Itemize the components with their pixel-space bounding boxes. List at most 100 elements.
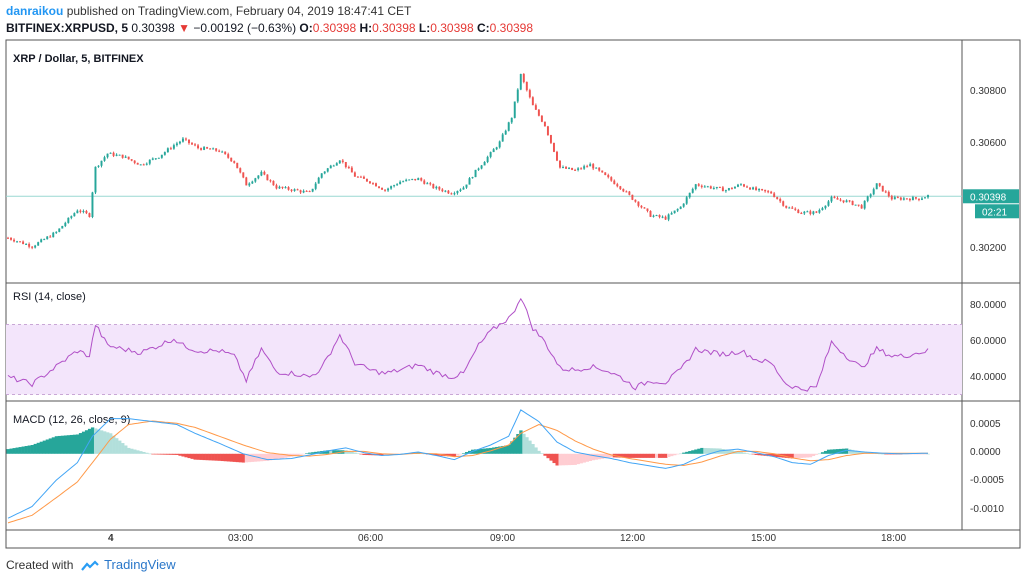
candle-body [37, 242, 40, 246]
rsi-tick-1: 80.0000 [970, 300, 1007, 311]
candle-body [507, 122, 510, 131]
macd-histogram-bar [12, 448, 16, 454]
candle-body [504, 130, 507, 135]
macd-histogram-bar [181, 453, 185, 457]
macd-histogram-bar [33, 443, 37, 454]
candle-body [492, 149, 495, 153]
author-name[interactable]: danraikou [6, 4, 64, 18]
macd-histogram-bar [326, 450, 330, 454]
macd-histogram-bar [537, 450, 541, 454]
macd-histogram-bar [507, 445, 511, 454]
candle-body [88, 213, 91, 217]
macd-histogram-bar [528, 440, 532, 454]
macd-histogram-bar [826, 449, 831, 454]
candle-body [221, 151, 224, 153]
candle-body [79, 210, 82, 212]
candle-body [384, 189, 387, 191]
candle-body [254, 178, 257, 182]
macd-histogram-bar [244, 453, 249, 463]
macd-histogram-bar [694, 449, 698, 454]
candle-body [28, 243, 31, 247]
candle-body [350, 167, 353, 173]
macd-histogram-bar [190, 453, 194, 459]
candle-body [577, 168, 580, 170]
candle-body [435, 186, 438, 189]
macd-histogram-bar [57, 435, 62, 454]
last-price-badge-label: 0.30398 [970, 192, 1007, 203]
candle-body [776, 197, 779, 200]
macd-histogram-bar [48, 438, 53, 454]
macd-tick-2: 0.0000 [970, 447, 1001, 458]
candle-body [501, 134, 504, 142]
candle-body [752, 187, 755, 190]
countdown-label: 02:21 [982, 207, 1007, 218]
macd-histogram-bar [60, 435, 65, 454]
candle-body [465, 184, 468, 188]
candle-body [586, 166, 589, 168]
open-label: O: [299, 21, 313, 35]
candle-body [537, 109, 540, 116]
candle-body [248, 183, 251, 186]
macd-tick-3: -0.0005 [970, 475, 1004, 486]
macd-histogram-bar [193, 453, 197, 460]
macd-histogram-bar [78, 433, 83, 454]
macd-histogram-bar [727, 449, 731, 454]
candle-body [637, 201, 640, 206]
candle-body [773, 193, 776, 198]
macd-histogram-bar [857, 451, 861, 454]
candle-body [257, 175, 260, 179]
macd-histogram-bar [652, 453, 656, 458]
macd-histogram-bar [802, 453, 807, 458]
macd-histogram-bar [923, 453, 927, 455]
macd-histogram-bar [712, 448, 716, 454]
candle-body [175, 143, 178, 146]
low-value: 0.30398 [430, 21, 474, 35]
macd-histogram-bar [296, 453, 300, 456]
candle-body [142, 164, 145, 166]
candle-body [718, 186, 721, 188]
macd-histogram-bar [854, 450, 858, 454]
macd-histogram-bar [274, 453, 279, 460]
high-label: H: [359, 21, 373, 35]
candle-body [661, 216, 664, 218]
tradingview-brand[interactable]: TradingView [104, 557, 176, 572]
candle-body [31, 246, 34, 248]
candle-body [447, 190, 450, 194]
candle-body [296, 189, 299, 191]
macd-histogram-bar [63, 435, 68, 454]
candle-body [7, 237, 9, 239]
candle-body [489, 152, 492, 157]
candle-body [634, 199, 637, 202]
macd-histogram-bar [214, 453, 218, 461]
candle-body [649, 210, 652, 217]
candle-body [40, 239, 43, 243]
candle-body [480, 165, 483, 169]
candle-body [534, 105, 537, 110]
candle-body [426, 183, 429, 185]
macd-histogram-bar [742, 452, 746, 454]
macd-histogram-bar [36, 442, 40, 454]
macd-histogram-bar [431, 453, 436, 456]
candle-body [664, 216, 667, 220]
macd-histogram-bar [796, 453, 801, 459]
macd-histogram-bar [525, 437, 529, 454]
candle-body [803, 211, 806, 214]
macd-histogram-bar [730, 450, 734, 454]
macd-histogram-bar [642, 453, 647, 458]
candle-body [887, 191, 890, 197]
macd-histogram-bar [81, 431, 86, 454]
candle-body [896, 197, 899, 199]
macd-histogram-bar [510, 441, 514, 454]
macd-histogram-bar [112, 435, 116, 454]
candle-body [73, 213, 76, 217]
macd-histogram-bar [627, 453, 632, 458]
last-price: 0.30398 [131, 21, 175, 35]
macd-histogram-bar [121, 443, 125, 454]
macd-histogram-bar [187, 453, 191, 459]
candle-body [145, 163, 148, 165]
macd-pane-title: MACD (12, 26, close, 9) [13, 414, 130, 426]
chart-area[interactable]: XRP / Dollar, 5, BITFINEX RSI (14, close… [0, 0, 1024, 552]
candle-body [263, 171, 266, 175]
candle-body [736, 184, 739, 187]
macd-histogram-bar [9, 448, 13, 454]
